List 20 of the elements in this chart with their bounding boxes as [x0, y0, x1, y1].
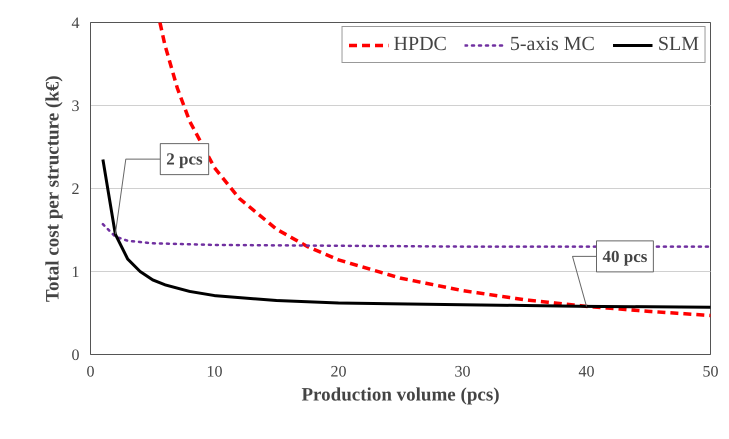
y-tick-label: 3: [72, 98, 80, 115]
x-tick-label: 40: [578, 364, 594, 380]
legend-label: SLM: [658, 33, 699, 56]
x-tick-label: 50: [702, 364, 718, 380]
legend-label: 5-axis MC: [510, 33, 595, 56]
x-tick-label: 10: [206, 364, 222, 380]
annotation: 40 pcs: [602, 246, 648, 266]
x-axis-title: Production volume (pcs): [301, 384, 500, 406]
line-series: [158, 22, 710, 318]
y-axis-title: Total cost per structure (k€): [42, 75, 64, 302]
x-tick-label: 30: [454, 364, 470, 380]
x-tick-label: 0: [86, 364, 94, 380]
legend-label: HPDC: [394, 33, 447, 56]
y-tick-label: 4: [72, 15, 80, 32]
annotation: 2 pcs: [166, 150, 204, 169]
x-tick-label: 20: [330, 364, 346, 380]
line-series: [102, 222, 710, 248]
y-tick-label: 1: [72, 264, 80, 281]
y-tick-label: 2: [72, 181, 80, 198]
y-tick-label: 0: [72, 347, 80, 364]
